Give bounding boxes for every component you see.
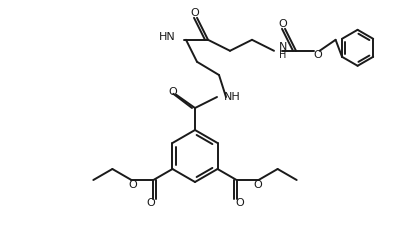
- Text: O: O: [168, 87, 177, 97]
- Text: O: O: [279, 19, 287, 29]
- Text: O: O: [313, 50, 322, 60]
- Text: HN: HN: [159, 32, 176, 42]
- Text: H: H: [279, 50, 286, 60]
- Text: O: O: [253, 180, 262, 190]
- Text: O: O: [191, 8, 199, 18]
- Text: N: N: [279, 42, 287, 52]
- Text: O: O: [128, 180, 137, 190]
- Text: O: O: [146, 198, 155, 208]
- Text: NH: NH: [224, 92, 241, 102]
- Text: O: O: [235, 198, 244, 208]
